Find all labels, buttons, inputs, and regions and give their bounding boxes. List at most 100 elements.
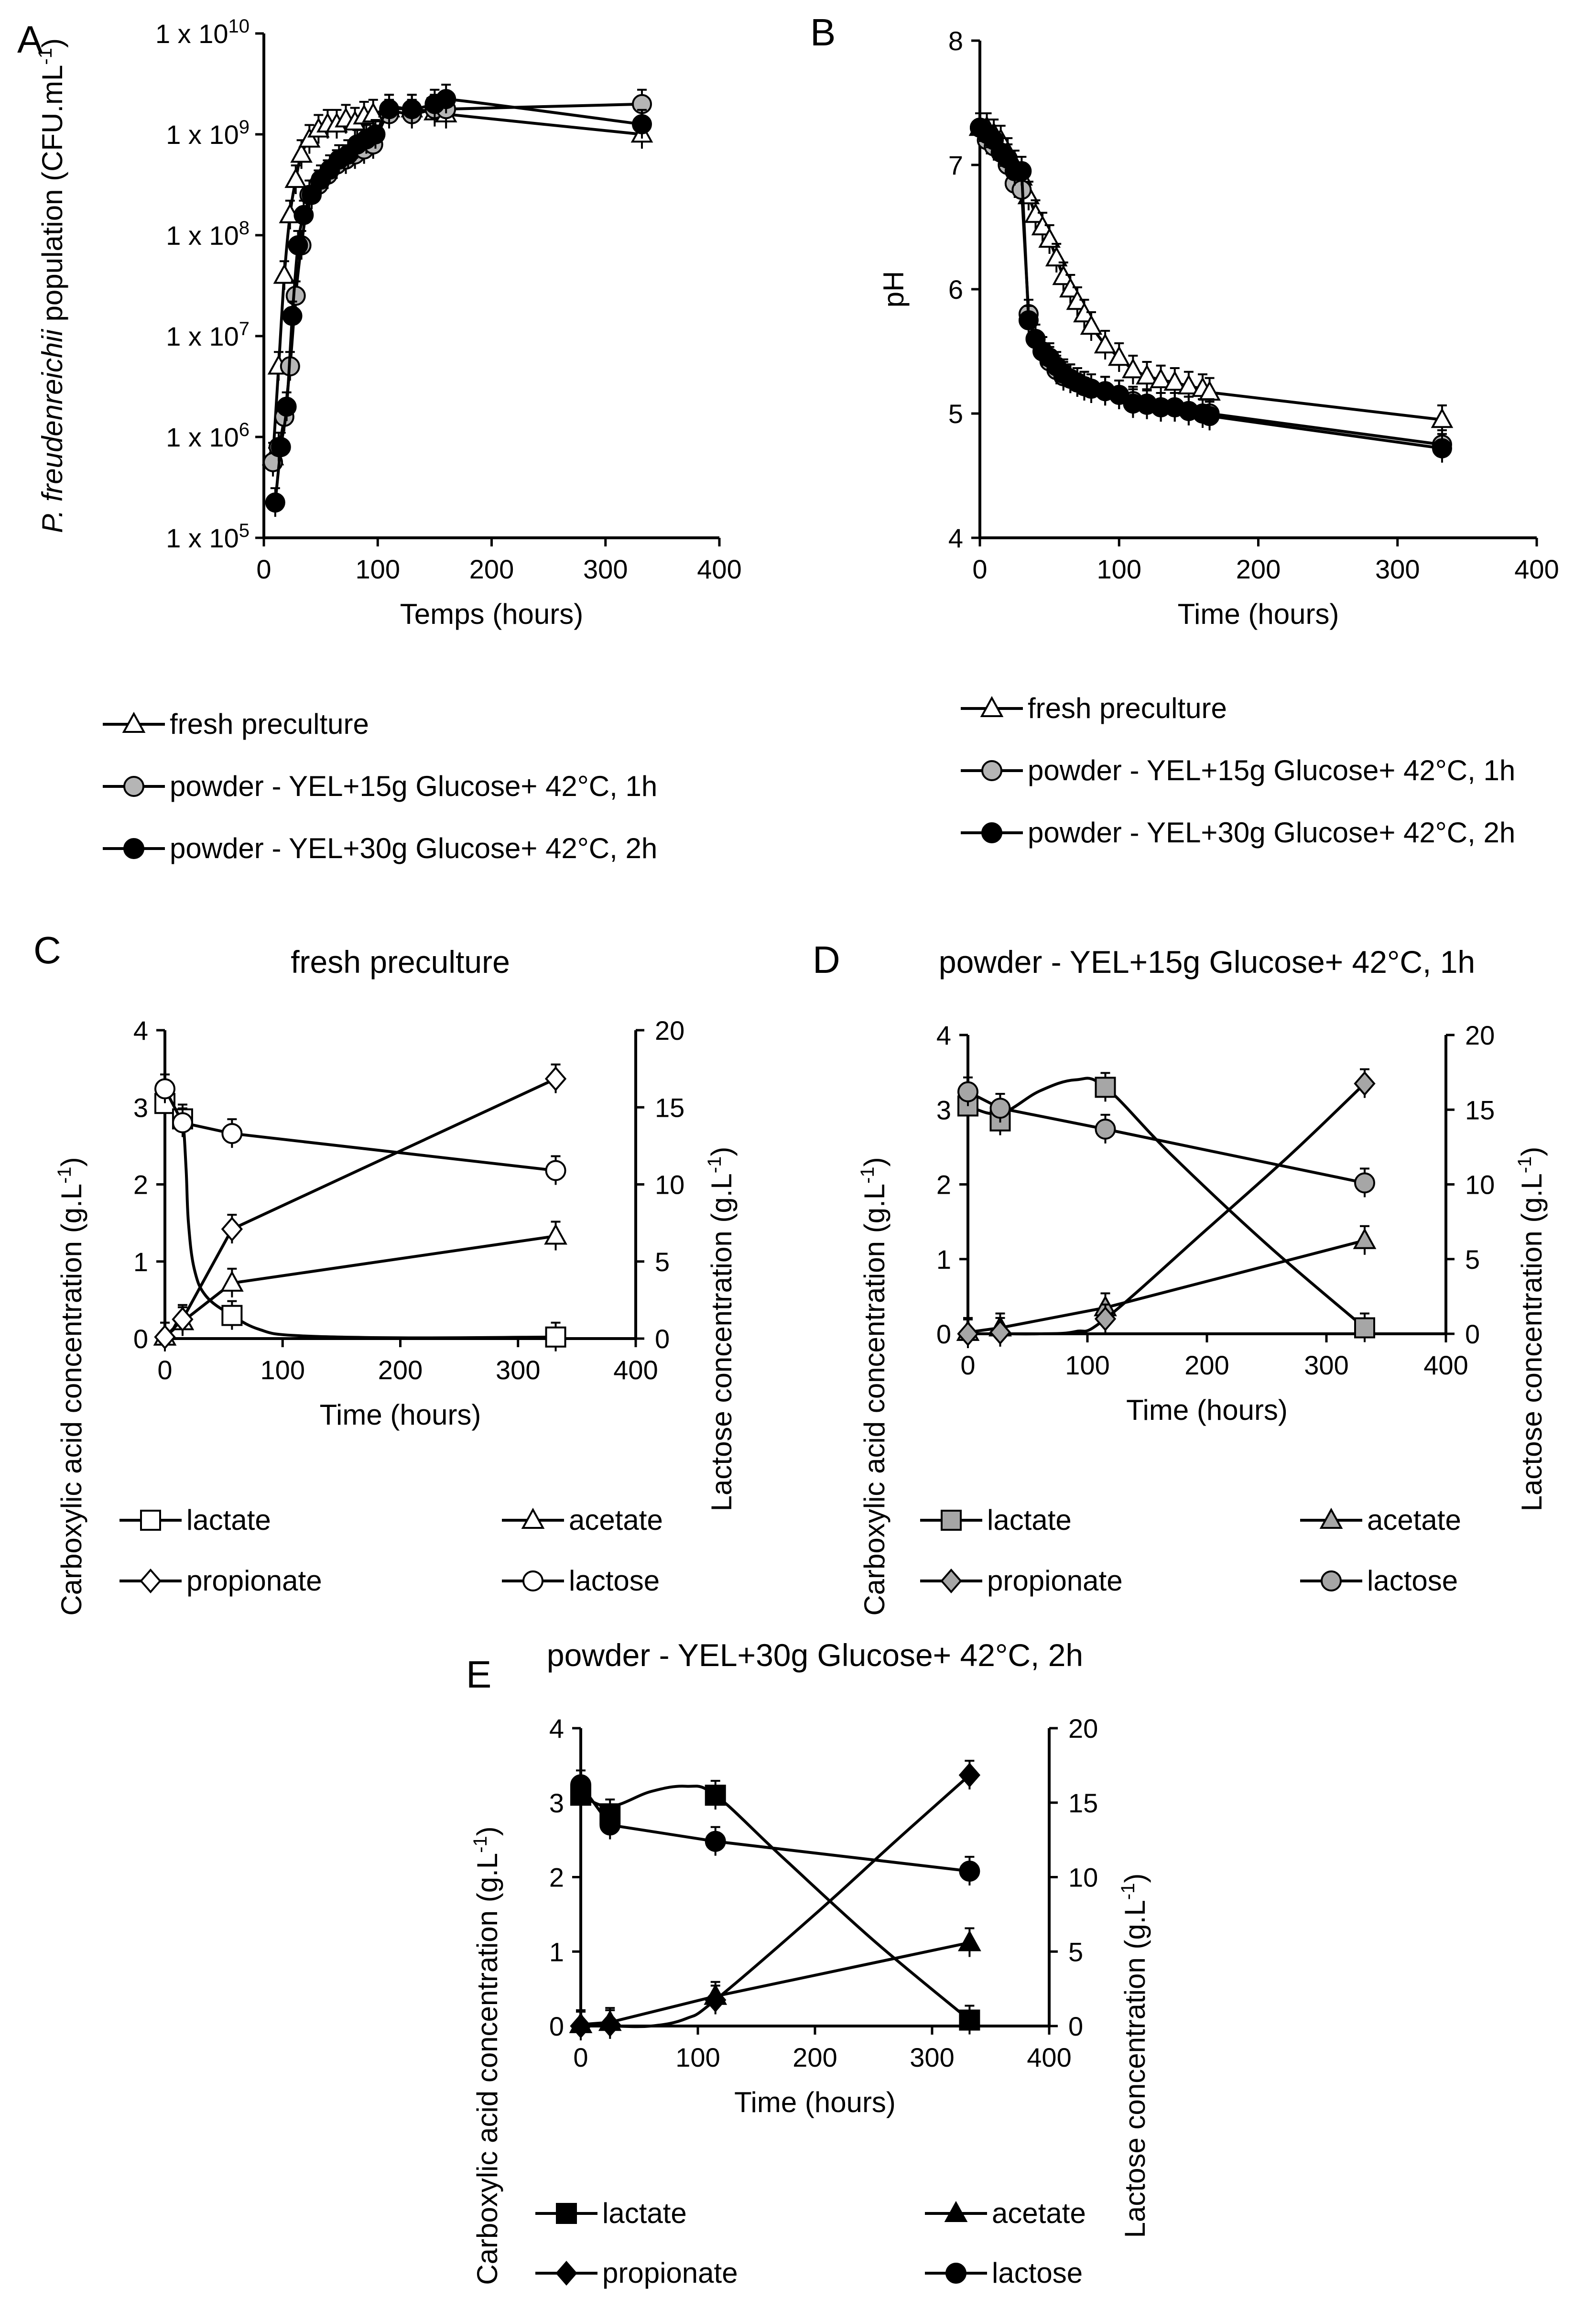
legend-marker	[123, 776, 144, 797]
series-acetate	[153, 1220, 567, 1351]
y-axis-label: Carboxylic acid concentration (g.L-1)	[857, 1157, 890, 1615]
panel-letter: E	[466, 1653, 491, 1696]
data-point	[379, 99, 400, 120]
panel-letter: A	[17, 18, 43, 61]
data-point	[1354, 1172, 1375, 1194]
data-point	[1107, 345, 1130, 366]
x-tick-label: 100	[675, 2042, 720, 2072]
series-line	[967, 1077, 1366, 1329]
y-tick-label: 7	[948, 150, 963, 180]
series-propionate	[957, 1068, 1376, 1348]
x-tick-label: 200	[469, 554, 514, 584]
series-line	[163, 1088, 556, 1172]
data-point	[284, 167, 307, 188]
legend-item: lactose	[1300, 1565, 1458, 1597]
y2-tick-label: 10	[1465, 1170, 1495, 1200]
x-tick-label: 300	[910, 2042, 954, 2072]
data-point	[1094, 1306, 1117, 1331]
y2-tick-label: 0	[655, 1324, 670, 1354]
series-line	[271, 102, 642, 463]
y2-tick-label: 10	[655, 1170, 684, 1200]
series-lactose	[570, 1769, 980, 1886]
panel-letter: C	[33, 929, 61, 971]
chart-panel-b: B 0 100 200 300 400 4 5 6 7 8 Time (hours) pH fresh p…	[810, 11, 1559, 849]
legend-marker	[981, 822, 1002, 843]
y2-axis-label: Lactose concentration (g.L-1)	[1514, 1147, 1548, 1512]
data-point	[1431, 407, 1454, 428]
legend-marker	[981, 760, 1002, 781]
legend-marker	[140, 1568, 162, 1594]
x-tick-label: 200	[1236, 554, 1281, 584]
y2-axis-label: Lactose concentration (g.L-1)	[704, 1147, 738, 1512]
data-point	[172, 1112, 193, 1133]
legend-item: powder - YEL+15g Glucose+ 42°C, 1h	[103, 770, 657, 802]
y-tick-label: 0	[549, 2011, 564, 2041]
legend-item: acetate	[502, 1504, 663, 1536]
series-fresh	[261, 94, 653, 472]
y-tick-label: 2	[549, 1863, 564, 1893]
legend-marker	[122, 711, 146, 733]
legend-marker	[945, 2263, 966, 2284]
legend-item: fresh preculture	[103, 708, 369, 740]
y-tick-label: 1 x 107	[166, 318, 250, 351]
data-point	[989, 1319, 1011, 1345]
data-point	[221, 1305, 243, 1326]
data-point	[1354, 1317, 1375, 1339]
y2-tick-label: 20	[1465, 1020, 1495, 1050]
data-point	[599, 1814, 621, 1836]
y-tick-label: 2	[133, 1170, 148, 1200]
data-point	[365, 124, 386, 144]
data-point	[1095, 1077, 1116, 1098]
data-point	[288, 235, 308, 256]
y-tick-label: 1 x 106	[166, 419, 250, 452]
x-tick-label: 400	[1423, 1350, 1468, 1380]
series-line	[967, 1239, 1365, 1334]
legend-marker	[940, 1568, 962, 1594]
data-point	[1038, 227, 1061, 248]
panel-letter: D	[813, 938, 840, 981]
legend-item: powder - YEL+15g Glucose+ 42°C, 1h	[961, 754, 1515, 786]
legend-item: lactate	[535, 2197, 687, 2229]
legend-label: lactate	[602, 2197, 687, 2229]
y2-tick-label: 10	[1068, 1863, 1098, 1893]
y-tick-label: 1	[133, 1247, 148, 1277]
legend-label: powder - YEL+30g Glucose+ 42°C, 2h	[170, 832, 657, 864]
series-line	[581, 1774, 971, 2028]
data-point	[1354, 1071, 1376, 1096]
x-tick-label: 100	[1097, 554, 1141, 584]
legend-item: powder - YEL+30g Glucose+ 42°C, 2h	[961, 817, 1515, 849]
data-point	[958, 1763, 981, 1788]
data-point	[154, 1078, 175, 1100]
y2-tick-label: 0	[1465, 1319, 1480, 1349]
x-tick-label: 400	[1027, 2042, 1071, 2072]
y-axis-label: pH	[878, 271, 910, 308]
legend-item: lactate	[920, 1504, 1072, 1536]
data-point	[545, 1326, 566, 1348]
data-point	[1432, 438, 1452, 458]
data-point	[705, 1785, 726, 1806]
series-powder	[263, 88, 652, 477]
series-powder	[265, 84, 652, 517]
data-point	[957, 1081, 978, 1102]
x-tick-label: 300	[1304, 1350, 1348, 1380]
legend-label: lactose	[992, 2257, 1083, 2289]
legend-label: lactose	[569, 1565, 660, 1597]
y-tick-label: 2	[936, 1170, 951, 1200]
x-axis-label: Time (hours)	[1126, 1394, 1288, 1426]
x-tick-label: 200	[1184, 1350, 1229, 1380]
legend-marker	[521, 1507, 545, 1529]
data-point	[221, 1216, 243, 1242]
legend-item: fresh preculture	[961, 692, 1227, 724]
y-tick-label: 4	[133, 1015, 148, 1046]
y-axis-label: P. freudenreichii population (CFU.mL-1)	[35, 38, 68, 533]
legend-label: acetate	[992, 2197, 1086, 2229]
y-tick-label: 4	[948, 523, 963, 553]
y-axis-label: Carboxylic acid concentration (g.L-1)	[54, 1157, 87, 1615]
y2-tick-label: 15	[1068, 1788, 1098, 1818]
legend-marker	[1321, 1570, 1342, 1591]
x-axis-label: Time (hours)	[734, 2086, 896, 2118]
data-point	[545, 1160, 566, 1181]
data-point	[302, 185, 322, 205]
